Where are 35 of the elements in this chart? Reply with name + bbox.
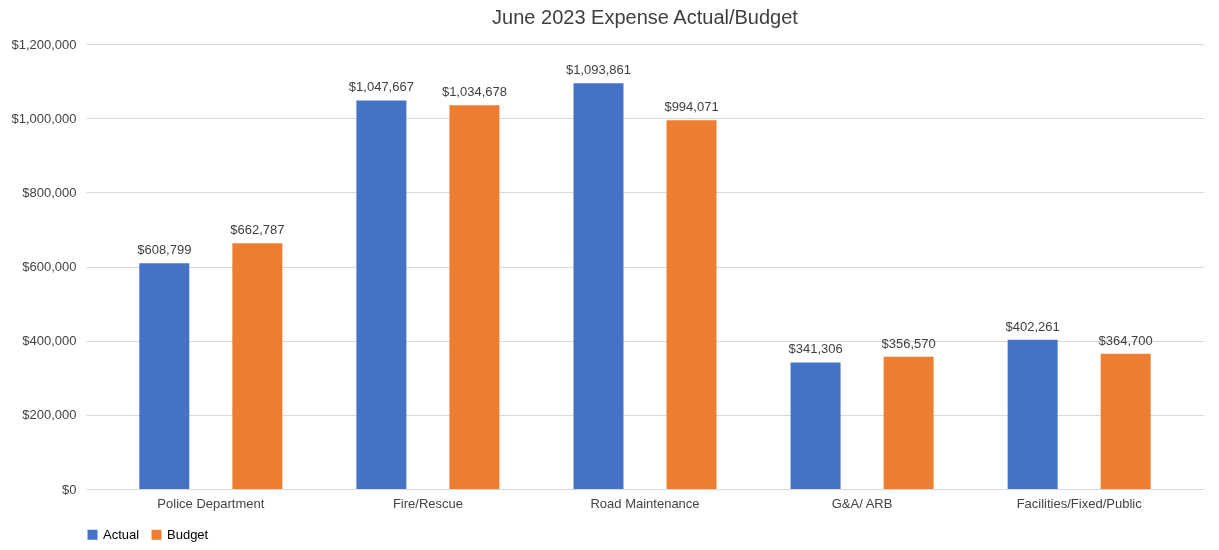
bar — [883, 356, 934, 489]
chart-title: June 2023 Expense Actual/Budget — [492, 6, 799, 28]
x-tick-label: Facilities/Fixed/Public — [1016, 495, 1143, 511]
bar — [790, 362, 841, 489]
legend-label: Budget — [167, 526, 209, 542]
y-tick-label: $0 — [62, 481, 77, 497]
bar — [666, 120, 717, 489]
bar — [573, 83, 624, 489]
data-label: $341,306 — [788, 341, 843, 357]
bar — [1100, 353, 1151, 489]
y-tick-label: $1,000,000 — [11, 110, 77, 126]
bar — [356, 100, 407, 489]
data-label: $1,047,667 — [348, 79, 414, 95]
data-label: $356,570 — [881, 335, 936, 351]
bar — [1007, 339, 1058, 489]
x-tick-label: Police Department — [157, 495, 265, 511]
legend-label: Actual — [103, 526, 140, 542]
bar — [449, 105, 500, 489]
x-tick-label: Road Maintenance — [590, 495, 700, 511]
x-tick-label: G&A/ ARB — [831, 495, 893, 511]
x-tick-label: Fire/Rescue — [392, 495, 463, 511]
y-tick-label: $600,000 — [22, 259, 77, 274]
data-label: $662,787 — [230, 222, 285, 238]
y-tick-label: $200,000 — [22, 407, 77, 423]
data-label: $608,799 — [137, 242, 192, 258]
data-label: $1,093,861 — [565, 62, 632, 78]
data-label: $402,261 — [1005, 318, 1060, 334]
y-tick-label: $800,000 — [22, 184, 77, 200]
data-label: $1,034,678 — [441, 84, 507, 100]
data-label: $994,071 — [664, 99, 719, 115]
y-tick-label: $400,000 — [22, 333, 77, 349]
bar — [232, 243, 283, 489]
bar — [139, 263, 190, 489]
data-label: $364,700 — [1098, 332, 1153, 348]
y-tick-label: $1,200,000 — [11, 36, 77, 52]
